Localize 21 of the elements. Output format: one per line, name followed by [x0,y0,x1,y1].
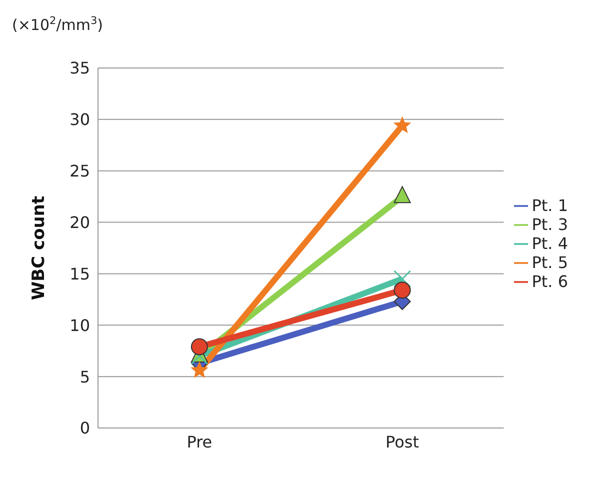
y-tick-label: 20 [70,212,90,232]
y-tick-label: 5 [80,367,90,386]
y-tick-label: 35 [70,58,90,78]
legend-label: Pt. 5 [532,252,568,272]
y-tick-label: 15 [70,264,90,284]
legend-label: Pt. 1 [532,196,568,214]
legend-label: Pt. 4 [532,234,568,252]
y-tick-label: 0 [80,418,90,438]
x-tick-label: Post [386,432,420,452]
legend-label: Pt. 6 [532,272,568,290]
text: (×10$^{2}$/mm$^{3}$) [12,15,104,34]
point [394,282,411,299]
point [191,362,208,378]
point [394,117,410,133]
y-tick-label: 30 [70,110,90,130]
point [394,270,412,288]
y-tick-label: 25 [70,162,90,181]
y-axis-title: WBC count [29,196,50,300]
legend-label: Pt. 3 [532,214,568,234]
y-tick-label: 10 [70,316,90,335]
x-tick-label: Pre [186,432,212,452]
